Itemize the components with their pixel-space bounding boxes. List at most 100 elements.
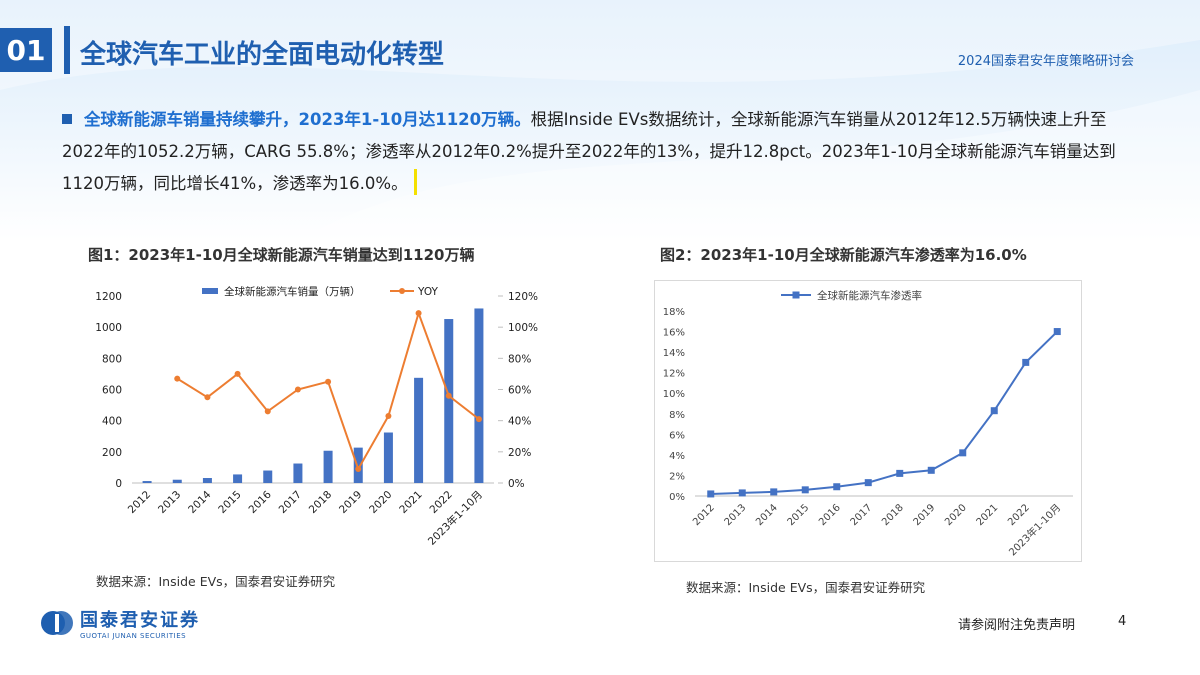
figure1-title: 图1：2023年1-10月全球新能源汽车销量达到1120万辆	[88, 246, 475, 264]
yoy-point	[355, 465, 362, 472]
summary-highlight: 全球新能源车销量持续攀升，2023年1-10月达1120万辆。	[84, 110, 531, 129]
legend-yoy-label: YOY	[417, 286, 439, 298]
legend-yoy-marker	[399, 288, 405, 294]
right-axis-tick-label: 80%	[508, 353, 531, 365]
summary-text: 根据Inside EVs数据统计，全球新能源汽车销量从2012年12.5万辆快速…	[62, 110, 1116, 193]
y-axis-tick-label: 6%	[669, 430, 685, 441]
yoy-point	[445, 392, 452, 399]
x-axis-category-label: 2021	[397, 489, 424, 516]
yoy-point	[264, 408, 271, 415]
x-axis-category-label: 2013	[156, 489, 183, 516]
penetration-point	[896, 469, 904, 477]
bullet-icon	[62, 114, 72, 124]
x-axis-category-label: 2015	[216, 489, 243, 516]
page-title: 全球汽车工业的全面电动化转型	[80, 40, 445, 70]
penetration-line	[710, 330, 1058, 495]
right-axis-tick-label: 40%	[508, 416, 531, 428]
right-axis-tick-label: 100%	[508, 322, 538, 334]
penetration-point	[1053, 328, 1061, 336]
y-axis-tick-label: 4%	[669, 451, 685, 462]
penetration-point	[801, 486, 809, 494]
figure2-title: 图2：2023年1-10月全球新能源汽车渗透率为16.0%	[660, 246, 1027, 264]
legend-bar-label: 全球新能源汽车销量（万辆）	[224, 285, 361, 298]
legend-bar-swatch	[202, 288, 218, 294]
figure1-source: 数据来源：Inside EVs，国泰君安证券研究	[96, 574, 336, 589]
title-accent-bar	[64, 26, 70, 74]
sales-bar	[444, 319, 454, 483]
page-number: 4	[1118, 614, 1127, 629]
figure2-source: 数据来源：Inside EVs，国泰君安证券研究	[686, 580, 926, 595]
y-axis-tick-label: 12%	[663, 369, 685, 380]
chart1-container: 0 200 400 600 800 1000 1200 0% 20% 40% 60% 80% 100% 1…	[84, 280, 560, 560]
logo-sub-text: GUOTAI JUNAN SECURITIES	[80, 632, 187, 640]
logo-icon	[41, 611, 73, 635]
yoy-point	[294, 386, 301, 393]
x-axis-category-label: 2020	[367, 489, 394, 516]
y-axis-tick-label: 2%	[669, 471, 685, 482]
left-axis-tick-label: 0	[115, 478, 122, 490]
x-axis-category-label: 2018	[307, 489, 334, 516]
sales-bar	[353, 447, 363, 483]
x-axis-category-label: 2013	[723, 502, 749, 528]
right-axis-tick-label: 120%	[508, 291, 538, 303]
x-axis-category-label: 2023年1-10月	[425, 488, 485, 548]
x-axis-category-label: 2018	[880, 502, 906, 528]
penetration-point	[959, 449, 967, 457]
x-axis-category-label: 2022	[1006, 502, 1032, 528]
event-name: 2024国泰君安年度策略研讨会	[957, 54, 1134, 69]
section-number: 01	[0, 28, 52, 72]
yoy-line	[176, 309, 480, 472]
summary-paragraph: 全球新能源车销量持续攀升，2023年1-10月达1120万辆。根据Inside …	[62, 104, 1142, 200]
right-axis-tick-label: 60%	[508, 385, 531, 397]
sales-bar	[414, 377, 424, 483]
left-axis-tick-label: 200	[102, 447, 122, 459]
x-axis-category-label: 2015	[786, 502, 812, 528]
x-axis-category-label: 2022	[427, 489, 454, 516]
x-axis-category-label: 2017	[277, 489, 304, 516]
text-cursor	[413, 169, 417, 195]
yoy-point	[204, 394, 211, 401]
yoy-point	[385, 412, 392, 419]
x-axis-category-label: 2019	[912, 502, 938, 528]
penetration-point	[927, 466, 935, 474]
x-axis-category-label: 2014	[754, 502, 780, 528]
left-axis-tick-label: 600	[102, 385, 122, 397]
sales-bar	[233, 474, 243, 483]
x-axis-category-label: 2016	[246, 488, 274, 516]
penetration-point	[738, 489, 746, 497]
x-axis-category-label: 2021	[975, 502, 1001, 528]
x-axis-category-label: 2019	[337, 489, 364, 516]
disclaimer-link[interactable]: 请参阅附注免责声明	[958, 618, 1076, 633]
sales-bar	[172, 479, 182, 483]
right-axis-tick-label: 20%	[508, 447, 531, 459]
penetration-point	[990, 407, 998, 415]
sales-bar	[263, 470, 273, 483]
x-axis-category-label: 2016	[817, 502, 843, 528]
x-axis-category-label: 2023年1-10月	[1006, 501, 1063, 558]
y-axis-tick-label: 10%	[663, 389, 685, 400]
left-axis-tick-label: 1000	[95, 322, 122, 334]
x-axis-category-label: 2014	[186, 488, 214, 516]
penetration-point	[833, 483, 841, 491]
yoy-point	[234, 370, 241, 377]
y-axis-tick-label: 18%	[663, 307, 685, 318]
sales-bar	[383, 432, 393, 483]
right-axis-tick-label: 0%	[508, 478, 525, 490]
header-background	[0, 0, 1200, 240]
penetration-point	[1022, 358, 1030, 366]
penetration-point	[770, 488, 778, 496]
y-axis-tick-label: 14%	[663, 348, 685, 359]
sales-bar	[293, 463, 303, 483]
yoy-point	[415, 310, 422, 317]
yoy-point	[325, 378, 332, 385]
chart2-container: 0% 2% 4% 6% 8% 10% 12% 14% 16% 18% 2012 2013 2014 201…	[654, 280, 1082, 562]
y-axis-tick-label: 0%	[669, 492, 685, 503]
legend-marker	[792, 291, 800, 299]
legend-label: 全球新能源汽车渗透率	[817, 289, 922, 302]
yoy-point	[475, 416, 482, 423]
x-axis-category-label: 2012	[126, 489, 153, 516]
x-axis-category-label: 2012	[691, 502, 717, 528]
yoy-point	[174, 375, 181, 382]
left-axis-tick-label: 1200	[95, 291, 122, 303]
left-axis-tick-label: 400	[102, 416, 122, 428]
